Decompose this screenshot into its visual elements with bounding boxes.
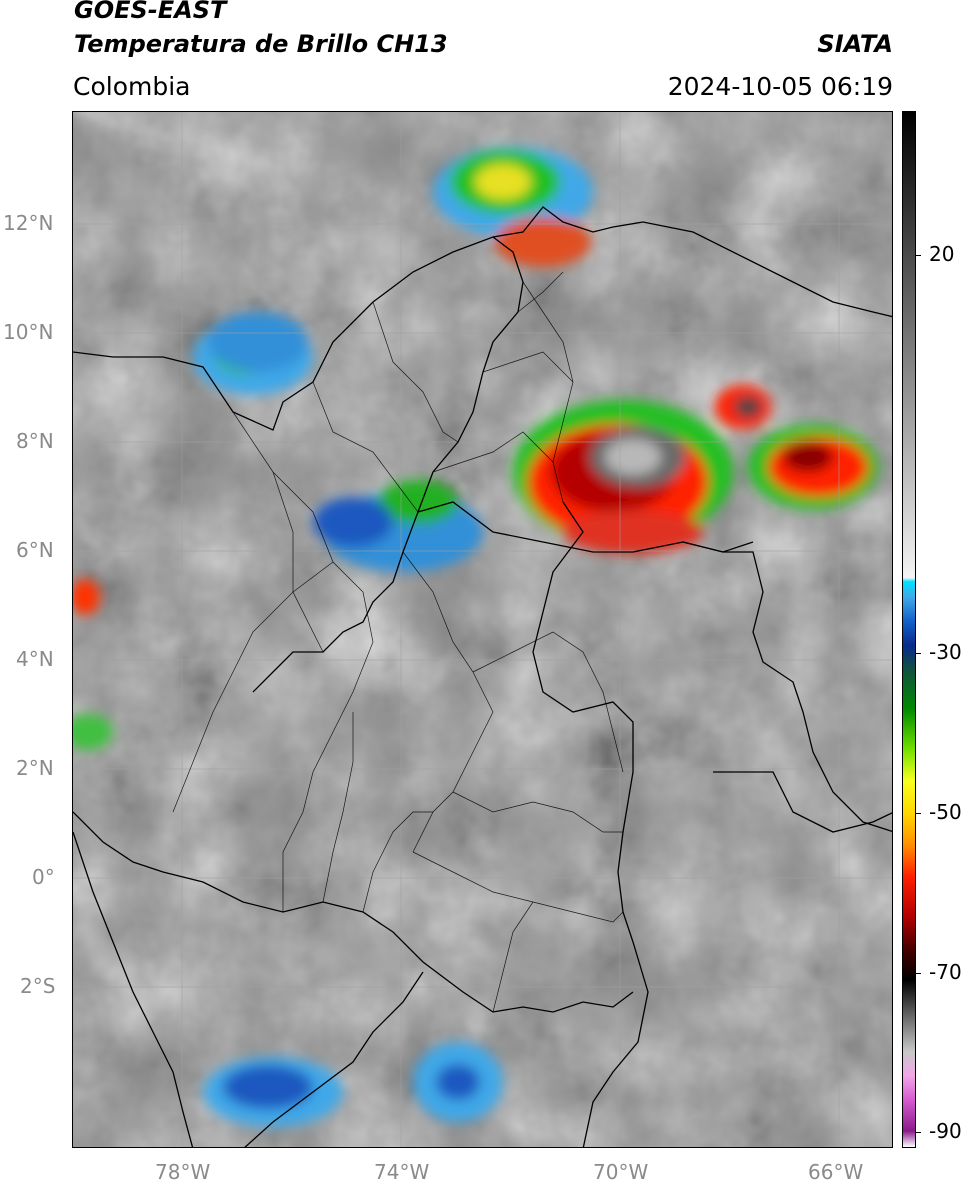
colorbar-tick-label: -50 xyxy=(929,800,962,824)
colorbar-tick-label: 20 xyxy=(929,241,955,266)
lon-tick: 74°W xyxy=(374,1160,430,1184)
agency-label: SIATA xyxy=(817,30,893,58)
lat-tick: 2°N xyxy=(16,756,54,780)
map-canvas xyxy=(73,112,892,1147)
lon-tick: 70°W xyxy=(593,1160,649,1184)
datetime-label: 2024-10-05 06:19 xyxy=(667,72,893,101)
colorbar-tick-label: -30 xyxy=(929,640,962,665)
region-label: Colombia xyxy=(73,72,191,101)
department-borders xyxy=(172,271,624,1013)
colorbar-tick-mark xyxy=(916,1132,921,1133)
temperature-colorbar xyxy=(902,111,916,1148)
convective-clouds xyxy=(73,147,878,1127)
lat-tick: 4°N xyxy=(16,647,54,671)
colorbar-tick-label: -90 xyxy=(929,1119,962,1143)
lon-tick: 78°W xyxy=(155,1160,211,1184)
colorbar-tick-mark xyxy=(916,254,921,256)
lon-tick: 66°W xyxy=(808,1160,864,1184)
lat-tick: 8°N xyxy=(16,429,54,453)
satellite-map xyxy=(72,111,893,1148)
product-title: Temperatura de Brillo CH13 xyxy=(74,30,448,58)
lat-tick: 6°N xyxy=(16,538,54,562)
satellite-title: GOES-EAST xyxy=(74,0,227,24)
lat-tick: 12°N xyxy=(3,211,54,235)
graticule xyxy=(73,112,892,1147)
colorbar-tick-mark xyxy=(916,653,921,655)
lat-tick: 0° xyxy=(32,865,55,889)
colorbar-tick-mark xyxy=(916,813,921,814)
lat-tick: 2°S xyxy=(20,974,56,998)
colorbar-tick-mark xyxy=(916,972,921,974)
cloud-texture xyxy=(73,112,892,1147)
lat-tick: 10°N xyxy=(3,320,54,344)
colorbar-tick-label: -70 xyxy=(929,959,962,984)
